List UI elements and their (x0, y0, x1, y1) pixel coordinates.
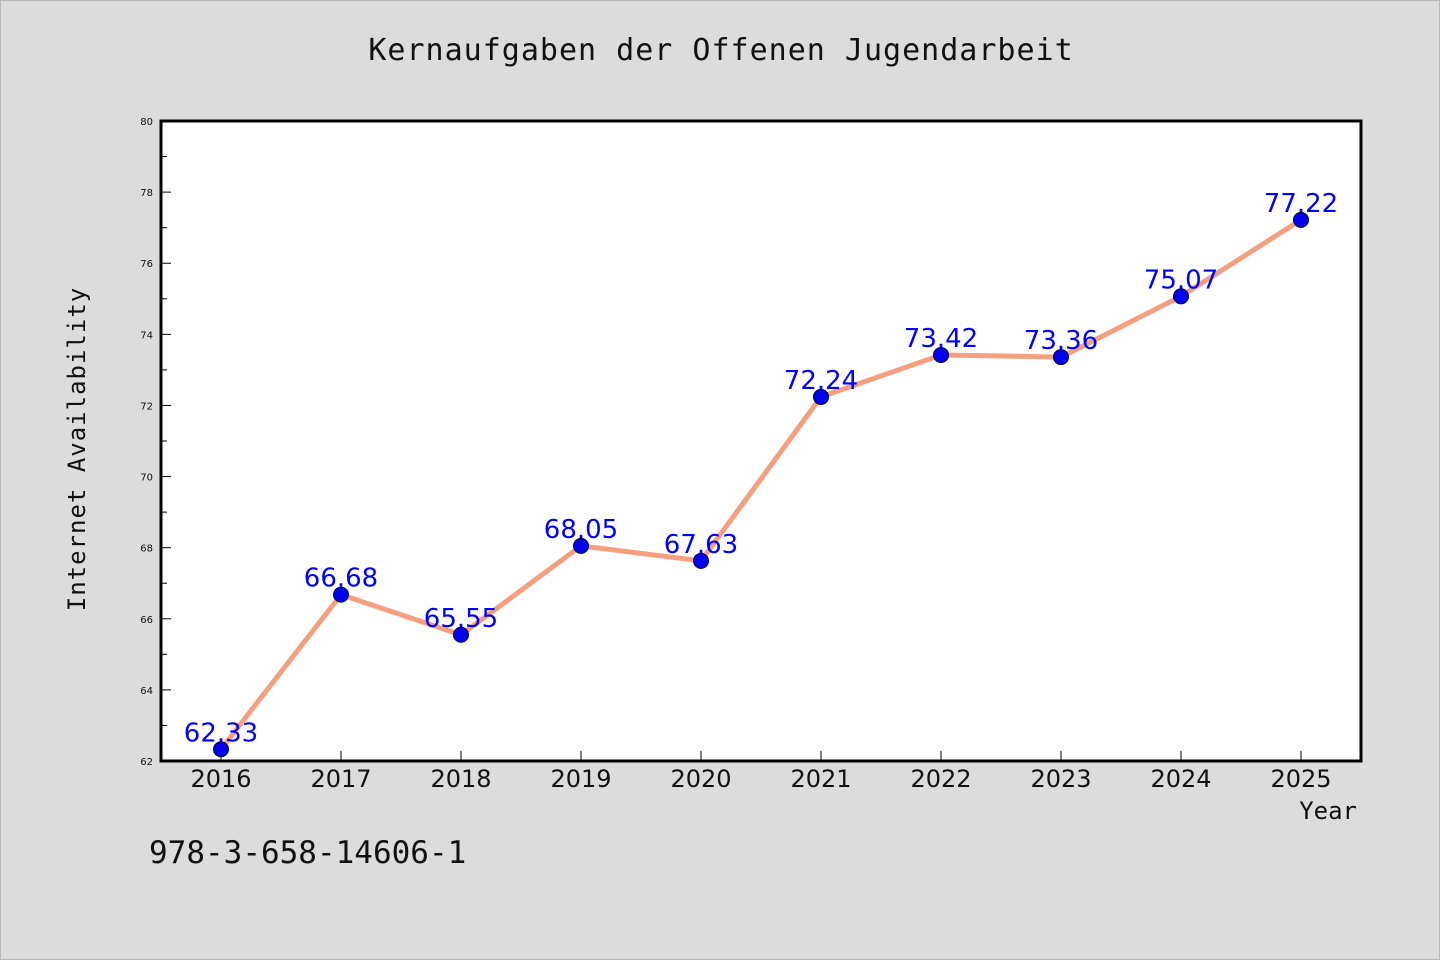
data-label: 72.24 (784, 366, 858, 396)
series-group (213, 211, 1309, 758)
isbn-label: 978-3-658-14606-1 (149, 835, 467, 871)
data-point (1053, 349, 1069, 366)
x-tick-label: 2020 (670, 765, 731, 793)
x-axis-ticks: 2016 2017 2018 2019 2020 2021 2022 2023 2024 2025 (190, 751, 1332, 793)
y-tick-label: 80 (140, 117, 153, 128)
data-point (813, 388, 829, 405)
data-point (213, 741, 229, 758)
x-tick-label: 2018 (430, 765, 491, 793)
data-label: 73.36 (1024, 326, 1098, 356)
y-tick-label: 74 (140, 330, 153, 341)
y-tick-label: 68 (140, 544, 153, 555)
plot-area (159, 119, 1363, 763)
data-label: 62.33 (184, 718, 258, 748)
x-tick-label: 2023 (1030, 765, 1091, 793)
y-tick-label: 76 (140, 259, 153, 270)
data-point (573, 537, 589, 554)
data-label: 67.63 (664, 530, 738, 560)
series-line (218, 217, 1304, 752)
data-label: 75.07 (1144, 265, 1218, 295)
x-tick-label: 2022 (910, 765, 971, 793)
chart-title: Kernaufgaben der Offenen Jugendarbeit (368, 33, 1074, 68)
data-label: 66.68 (304, 564, 378, 594)
y-tick-label: 72 (140, 401, 153, 412)
data-point (1173, 288, 1189, 305)
data-label: 65.55 (424, 604, 498, 634)
data-label: 68.05 (544, 515, 618, 545)
y-tick-label: 62 (140, 757, 153, 768)
y-axis-ticks: 62 64 66 68 70 72 74 76 78 80 (140, 117, 171, 768)
data-point (453, 626, 469, 643)
data-point (333, 586, 349, 603)
data-label-group: 62.33 66.68 65.55 68.05 67.63 72.24 73.42 73.36… (184, 189, 1338, 748)
x-tick-label: 2019 (550, 765, 611, 793)
x-axis-label: Year (1299, 797, 1357, 825)
x-tick-label: 2016 (190, 765, 251, 793)
y-tick-label: 66 (140, 615, 153, 626)
data-point (933, 346, 949, 363)
x-tick-label: 2021 (790, 765, 851, 793)
y-tick-label: 64 (140, 686, 153, 697)
data-point (1293, 211, 1309, 228)
data-point (693, 552, 709, 569)
y-tick-label: 70 (140, 473, 153, 484)
y-tick-label: 78 (140, 188, 153, 199)
x-tick-label: 2024 (1150, 765, 1211, 793)
data-label: 73.42 (904, 324, 978, 354)
x-tick-label: 2025 (1270, 765, 1331, 793)
x-tick-label: 2017 (310, 765, 371, 793)
data-label: 77.22 (1264, 189, 1338, 219)
